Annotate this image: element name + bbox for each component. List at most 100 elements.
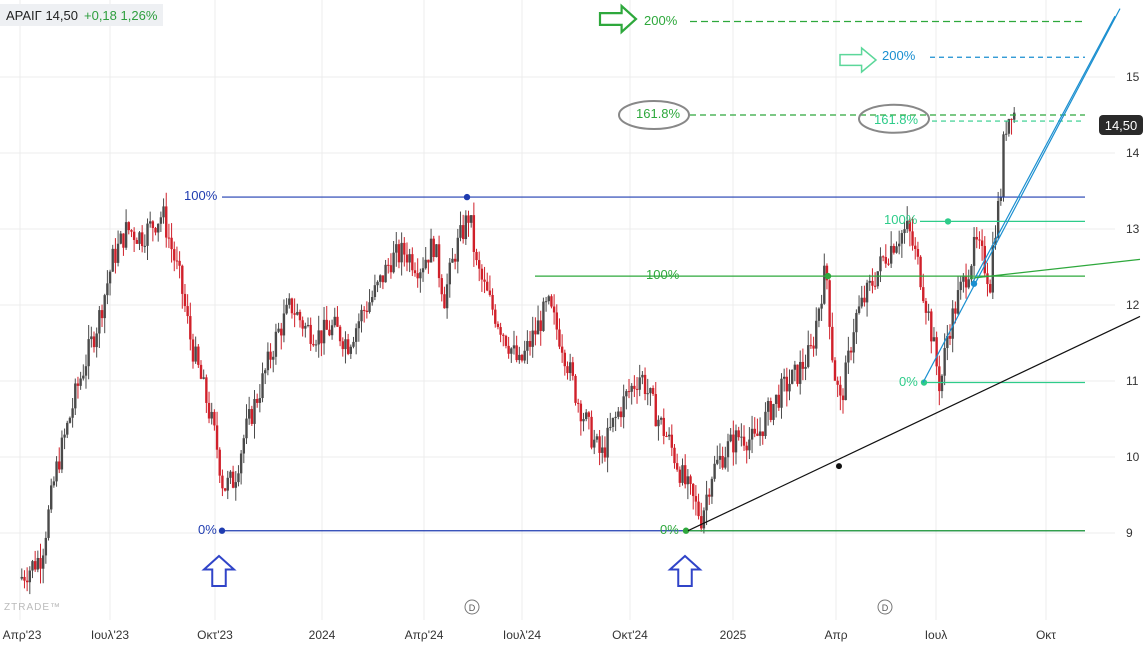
candle-body (290, 298, 294, 314)
candle-body (288, 298, 291, 305)
candle-body (665, 435, 668, 437)
candle-body (683, 465, 687, 485)
candle-body (304, 325, 307, 329)
candle-body (745, 445, 748, 451)
candle-body (756, 433, 759, 436)
candle-body (314, 344, 318, 346)
ticker-header: ΑΡΑΙΓ 14,50 +0,18 1,26% (0, 4, 164, 26)
dividend-marker-label: D (882, 603, 889, 613)
candle-body (373, 285, 377, 298)
candle-body (689, 476, 692, 484)
candle-body (590, 416, 593, 448)
candle-body (855, 312, 858, 333)
candle-body (831, 326, 834, 361)
candle-body (285, 304, 288, 314)
candle-body (55, 461, 58, 482)
candle-body (322, 319, 326, 344)
candle-body (84, 366, 88, 376)
candle-body (413, 270, 417, 274)
highlight-ellipse (858, 103, 930, 134)
candle-body (140, 232, 144, 247)
candle-body (635, 388, 639, 390)
trend-anchor-dot (836, 463, 842, 470)
candle-body (585, 412, 588, 420)
candle-body (33, 561, 37, 570)
candle-body (536, 320, 540, 335)
candle-body (405, 254, 409, 263)
dividend-marker-icon (877, 599, 893, 615)
candle-body (66, 422, 69, 435)
candle-body (429, 238, 433, 263)
arrow-right-icon (598, 3, 638, 35)
candle-body (943, 348, 946, 376)
candle-body (50, 485, 53, 510)
candle-body (357, 321, 361, 329)
candle-body (879, 256, 882, 272)
candle-body (512, 345, 516, 349)
x-axis-tick-label: Οκτ'24 (612, 628, 648, 642)
candle-body (962, 275, 965, 282)
candle-body (742, 436, 746, 446)
candle-body (625, 391, 628, 397)
candle-body (440, 278, 443, 295)
candle-body (675, 463, 679, 470)
arrow-right-icon (839, 46, 878, 74)
candle-body (932, 337, 936, 342)
candle-body (938, 366, 941, 392)
x-axis-tick-label: Απρ'23 (2, 628, 42, 642)
candle-body (419, 272, 422, 279)
candle-body (183, 293, 187, 307)
fib-anchor-dot (218, 527, 226, 534)
candle-body (825, 265, 829, 281)
candle-body (205, 377, 208, 403)
candle-body (617, 411, 620, 417)
candle-body (633, 385, 636, 389)
candle-body (317, 330, 320, 345)
candle-body (264, 370, 267, 374)
candle-body (812, 345, 815, 349)
candle-body (520, 354, 524, 361)
candle-body (611, 417, 615, 427)
candle-body (978, 239, 981, 241)
candle-body (857, 306, 861, 313)
candle-body (95, 333, 98, 348)
candle-body (108, 271, 112, 284)
candle-body (539, 320, 542, 331)
x-axis-tick-label: 2024 (308, 628, 336, 642)
candle-body (448, 262, 451, 285)
candle-body (841, 395, 845, 401)
candle-body (873, 285, 877, 287)
candle-body (750, 428, 754, 440)
candle-body (435, 244, 438, 258)
candle-body (191, 339, 195, 362)
candle-body (472, 215, 476, 252)
candle-body (52, 481, 56, 486)
candle-body (63, 434, 66, 438)
trend-anchor-dot (970, 280, 978, 287)
candle-body (362, 309, 366, 311)
fib-level-label: 100% (884, 212, 918, 228)
candle-body (994, 237, 997, 246)
candle-body (354, 328, 358, 342)
candle-body (106, 283, 109, 296)
candle-body (245, 418, 248, 439)
candle-body (237, 473, 240, 483)
candle-body (999, 197, 1003, 201)
candle-body (737, 430, 740, 438)
candle-body (860, 297, 863, 307)
candle-body (780, 378, 783, 408)
trend-line-green (969, 258, 1141, 279)
candle-body (253, 398, 256, 424)
candle-body (670, 434, 674, 448)
candle-body (360, 309, 363, 322)
candle-body (148, 221, 152, 224)
candle-body (844, 362, 847, 401)
candle-body (306, 324, 310, 326)
candle-body (157, 223, 160, 233)
candle-body (828, 280, 831, 327)
candle-body (146, 223, 149, 246)
candle-body (863, 297, 866, 303)
candle-body (975, 236, 978, 240)
ticker-change: +0,18 1,26% (84, 7, 158, 23)
